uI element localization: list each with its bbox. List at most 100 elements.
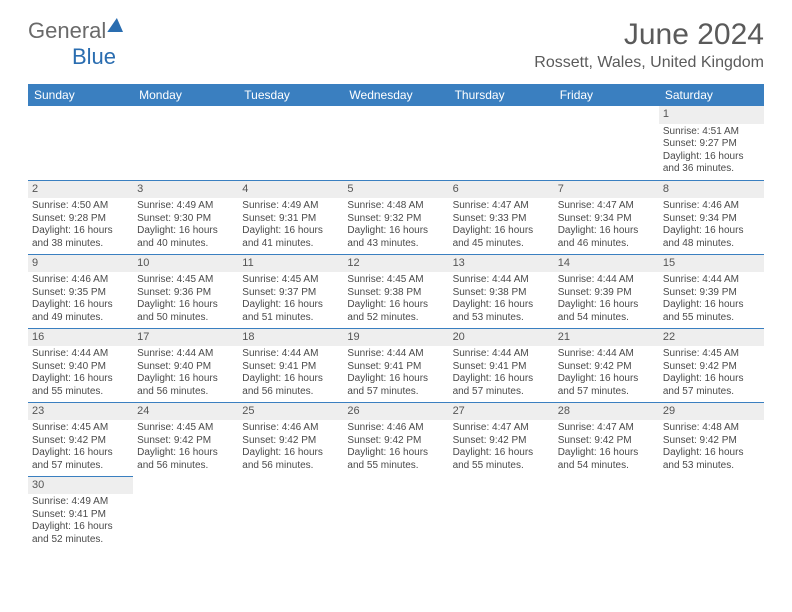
calendar-cell: 14Sunrise: 4:44 AMSunset: 9:39 PMDayligh… — [554, 254, 659, 328]
calendar-cell: 18Sunrise: 4:44 AMSunset: 9:41 PMDayligh… — [238, 328, 343, 402]
location: Rossett, Wales, United Kingdom — [534, 54, 764, 72]
daylight2-text: and 50 minutes. — [137, 312, 234, 325]
sunrise-text: Sunrise: 4:44 AM — [347, 348, 444, 361]
sunrise-text: Sunrise: 4:45 AM — [663, 348, 760, 361]
daylight2-text: and 56 minutes. — [137, 386, 234, 399]
daylight1-text: Daylight: 16 hours — [32, 373, 129, 386]
sunrise-text: Sunrise: 4:44 AM — [242, 348, 339, 361]
daylight2-text: and 52 minutes. — [347, 312, 444, 325]
daylight2-text: and 57 minutes. — [347, 386, 444, 399]
day-number: 1 — [659, 106, 764, 124]
daylight2-text: and 57 minutes. — [453, 386, 550, 399]
sunset-text: Sunset: 9:42 PM — [558, 361, 655, 374]
day-number: 10 — [133, 255, 238, 273]
daylight2-text: and 55 minutes. — [347, 460, 444, 473]
day-number: 11 — [238, 255, 343, 273]
sunrise-text: Sunrise: 4:47 AM — [558, 200, 655, 213]
calendar-cell: 1Sunrise: 4:51 AMSunset: 9:27 PMDaylight… — [659, 106, 764, 180]
calendar-cell — [238, 476, 343, 550]
sunset-text: Sunset: 9:35 PM — [32, 287, 129, 300]
sunset-text: Sunset: 9:42 PM — [32, 435, 129, 448]
sunrise-text: Sunrise: 4:44 AM — [453, 348, 550, 361]
calendar-cell: 9Sunrise: 4:46 AMSunset: 9:35 PMDaylight… — [28, 254, 133, 328]
day-number: 18 — [238, 329, 343, 347]
calendar-cell: 2Sunrise: 4:50 AMSunset: 9:28 PMDaylight… — [28, 180, 133, 254]
sail-icon — [107, 18, 125, 32]
daylight1-text: Daylight: 16 hours — [663, 299, 760, 312]
sunrise-text: Sunrise: 4:46 AM — [242, 422, 339, 435]
daylight1-text: Daylight: 16 hours — [32, 447, 129, 460]
calendar-cell: 25Sunrise: 4:46 AMSunset: 9:42 PMDayligh… — [238, 402, 343, 476]
weekday-header: Tuesday — [238, 84, 343, 106]
calendar-cell: 26Sunrise: 4:46 AMSunset: 9:42 PMDayligh… — [343, 402, 448, 476]
sunset-text: Sunset: 9:34 PM — [558, 213, 655, 226]
day-number: 27 — [449, 403, 554, 421]
day-number: 30 — [28, 477, 133, 495]
daylight2-text: and 46 minutes. — [558, 238, 655, 251]
daylight2-text: and 45 minutes. — [453, 238, 550, 251]
daylight2-text: and 48 minutes. — [663, 238, 760, 251]
daylight1-text: Daylight: 16 hours — [663, 225, 760, 238]
daylight1-text: Daylight: 16 hours — [242, 299, 339, 312]
sunrise-text: Sunrise: 4:45 AM — [137, 274, 234, 287]
day-number: 21 — [554, 329, 659, 347]
day-number: 24 — [133, 403, 238, 421]
daylight2-text: and 49 minutes. — [32, 312, 129, 325]
daylight2-text: and 57 minutes. — [663, 386, 760, 399]
sunset-text: Sunset: 9:38 PM — [347, 287, 444, 300]
sunrise-text: Sunrise: 4:47 AM — [453, 200, 550, 213]
sunrise-text: Sunrise: 4:44 AM — [558, 348, 655, 361]
daylight2-text: and 52 minutes. — [32, 534, 129, 547]
daylight1-text: Daylight: 16 hours — [32, 299, 129, 312]
calendar-week: 30Sunrise: 4:49 AMSunset: 9:41 PMDayligh… — [28, 476, 764, 550]
calendar-cell: 7Sunrise: 4:47 AMSunset: 9:34 PMDaylight… — [554, 180, 659, 254]
daylight1-text: Daylight: 16 hours — [242, 373, 339, 386]
sunset-text: Sunset: 9:42 PM — [453, 435, 550, 448]
calendar-week: 2Sunrise: 4:50 AMSunset: 9:28 PMDaylight… — [28, 180, 764, 254]
daylight1-text: Daylight: 16 hours — [663, 447, 760, 460]
daylight1-text: Daylight: 16 hours — [558, 299, 655, 312]
sunset-text: Sunset: 9:41 PM — [347, 361, 444, 374]
sunset-text: Sunset: 9:42 PM — [558, 435, 655, 448]
day-number: 8 — [659, 181, 764, 199]
daylight1-text: Daylight: 16 hours — [453, 373, 550, 386]
sunrise-text: Sunrise: 4:46 AM — [347, 422, 444, 435]
sunset-text: Sunset: 9:41 PM — [242, 361, 339, 374]
weekday-header: Wednesday — [343, 84, 448, 106]
sunrise-text: Sunrise: 4:47 AM — [558, 422, 655, 435]
sunset-text: Sunset: 9:40 PM — [32, 361, 129, 374]
weekday-header: Monday — [133, 84, 238, 106]
day-number: 9 — [28, 255, 133, 273]
calendar-week: 1Sunrise: 4:51 AMSunset: 9:27 PMDaylight… — [28, 106, 764, 180]
daylight1-text: Daylight: 16 hours — [137, 299, 234, 312]
daylight2-text: and 55 minutes. — [663, 312, 760, 325]
calendar-week: 9Sunrise: 4:46 AMSunset: 9:35 PMDaylight… — [28, 254, 764, 328]
calendar-cell: 27Sunrise: 4:47 AMSunset: 9:42 PMDayligh… — [449, 402, 554, 476]
brand-main: General — [28, 18, 106, 43]
calendar-cell: 13Sunrise: 4:44 AMSunset: 9:38 PMDayligh… — [449, 254, 554, 328]
sunset-text: Sunset: 9:39 PM — [558, 287, 655, 300]
daylight1-text: Daylight: 16 hours — [347, 225, 444, 238]
sunrise-text: Sunrise: 4:48 AM — [663, 422, 760, 435]
calendar-week: 16Sunrise: 4:44 AMSunset: 9:40 PMDayligh… — [28, 328, 764, 402]
calendar-cell: 21Sunrise: 4:44 AMSunset: 9:42 PMDayligh… — [554, 328, 659, 402]
daylight1-text: Daylight: 16 hours — [453, 299, 550, 312]
brand-logo: GeneralBlue — [28, 18, 125, 70]
calendar-cell: 16Sunrise: 4:44 AMSunset: 9:40 PMDayligh… — [28, 328, 133, 402]
sunrise-text: Sunrise: 4:44 AM — [32, 348, 129, 361]
calendar-cell: 4Sunrise: 4:49 AMSunset: 9:31 PMDaylight… — [238, 180, 343, 254]
calendar-cell: 30Sunrise: 4:49 AMSunset: 9:41 PMDayligh… — [28, 476, 133, 550]
day-number: 4 — [238, 181, 343, 199]
daylight1-text: Daylight: 16 hours — [453, 225, 550, 238]
day-number: 19 — [343, 329, 448, 347]
daylight2-text: and 43 minutes. — [347, 238, 444, 251]
sunset-text: Sunset: 9:36 PM — [137, 287, 234, 300]
sunset-text: Sunset: 9:30 PM — [137, 213, 234, 226]
sunrise-text: Sunrise: 4:45 AM — [242, 274, 339, 287]
calendar-cell — [449, 106, 554, 180]
calendar-cell — [343, 106, 448, 180]
calendar-cell: 24Sunrise: 4:45 AMSunset: 9:42 PMDayligh… — [133, 402, 238, 476]
sunrise-text: Sunrise: 4:46 AM — [663, 200, 760, 213]
sunrise-text: Sunrise: 4:45 AM — [32, 422, 129, 435]
daylight1-text: Daylight: 16 hours — [558, 447, 655, 460]
